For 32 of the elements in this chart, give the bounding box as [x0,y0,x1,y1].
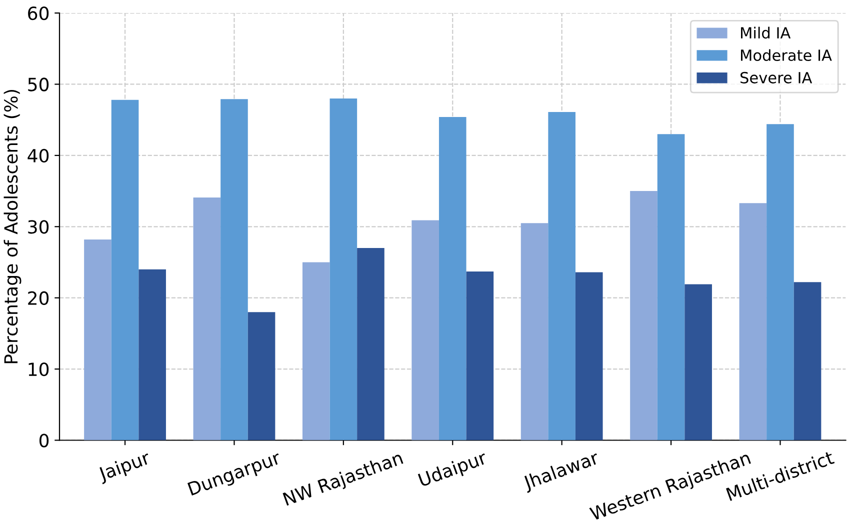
legend-label: Mild IA [741,26,791,39]
bar [330,98,358,440]
bar [548,112,576,440]
legend-label: Severe IA [740,72,812,84]
y-tick-label: 60 [28,6,49,20]
bar [766,124,794,440]
y-tick-label: 40 [28,148,49,163]
bar [193,197,221,440]
bar [84,239,112,440]
y-tick-label: 50 [28,78,49,92]
bar [575,272,603,440]
bar [357,248,384,440]
bar [466,271,494,440]
bar [302,262,330,440]
y-tick-label: 30 [28,220,49,234]
bar [739,203,767,440]
bar [438,116,466,440]
bar [138,269,166,440]
legend-label: Moderate IA [741,49,832,62]
bar [520,223,548,440]
bar [412,220,439,440]
y-axis-title: Percentage of Adolescents (%) [4,90,22,364]
bar [630,191,658,440]
y-tick-label: 10 [28,362,49,376]
bar [111,100,139,440]
bar [220,99,248,440]
bar [684,284,712,440]
y-tick-label: 0 [39,434,49,448]
bar [248,312,276,440]
y-tick-label: 20 [28,291,49,305]
bar [794,282,822,440]
bar [657,134,685,440]
